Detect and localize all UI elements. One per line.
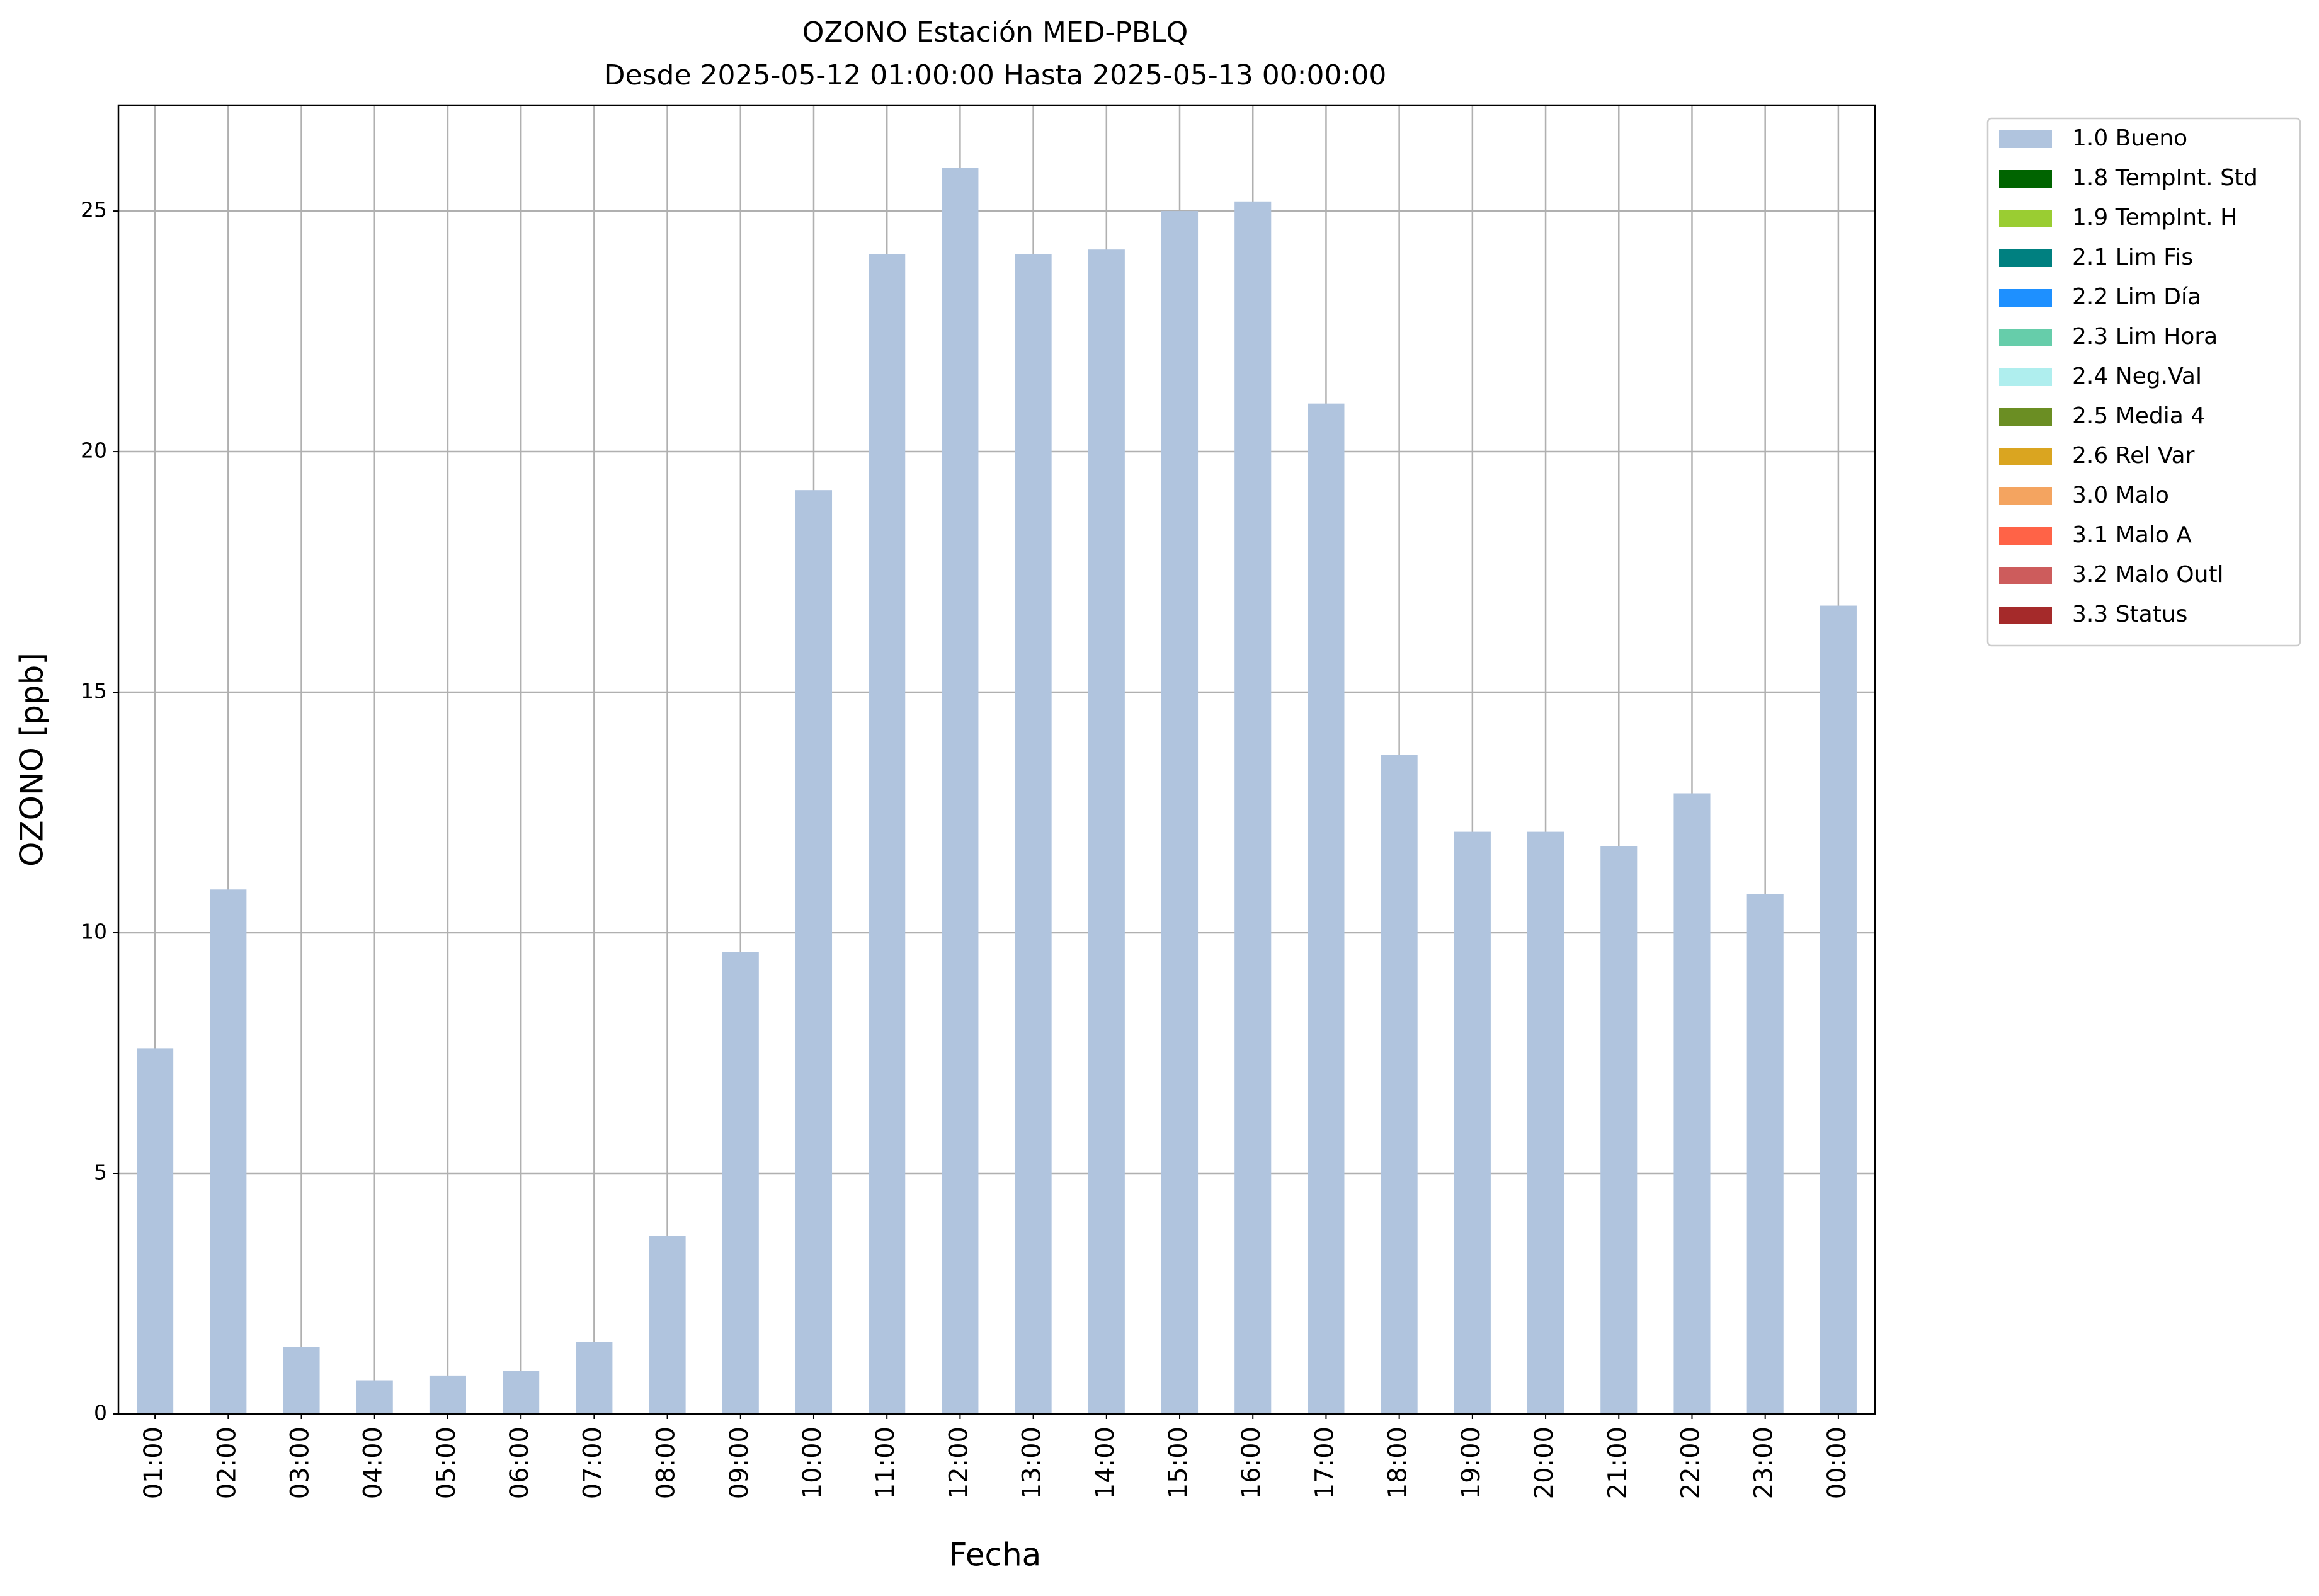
bar: [576, 1342, 613, 1414]
x-tick-label: 02:00: [212, 1427, 241, 1499]
legend-swatch: [1999, 249, 2052, 267]
legend-swatch: [1999, 567, 2052, 584]
bar: [795, 490, 833, 1414]
legend-label: 1.9 TempInt. H: [2072, 205, 2237, 231]
x-tick-label: 00:00: [1823, 1427, 1852, 1499]
bar: [1454, 831, 1491, 1414]
legend-label: 2.5 Media 4: [2072, 403, 2205, 429]
x-tick-label: 17:00: [1310, 1427, 1339, 1499]
legend-label: 2.6 Rel Var: [2072, 443, 2195, 469]
y-tick-label: 5: [94, 1160, 107, 1185]
bar: [1015, 254, 1052, 1415]
legend-swatch: [1999, 210, 2052, 227]
bar: [1746, 894, 1784, 1414]
x-tick-label: 05:00: [432, 1427, 461, 1499]
y-tick-label: 0: [94, 1401, 107, 1425]
bar: [503, 1371, 540, 1414]
y-axis-label: OZONO [ppb]: [14, 653, 50, 867]
legend-label: 3.3 Status: [2072, 601, 2187, 627]
bar: [1600, 846, 1638, 1414]
bar: [1234, 201, 1272, 1414]
legend-label: 1.0 Bueno: [2072, 125, 2187, 151]
bar: [1820, 605, 1857, 1414]
legend-swatch: [1999, 329, 2052, 346]
legend-swatch: [1999, 289, 2052, 307]
legend-swatch: [1999, 607, 2052, 624]
chart-title: OZONO Estación MED-PBLQ: [802, 16, 1188, 48]
bar: [649, 1236, 686, 1414]
bar: [137, 1048, 174, 1414]
bar: [1308, 403, 1345, 1414]
chart-subtitle: Desde 2025-05-12 01:00:00 Hasta 2025-05-…: [604, 59, 1387, 91]
x-tick-label: 20:00: [1530, 1427, 1559, 1499]
bar: [942, 168, 979, 1414]
y-tick-label: 25: [81, 198, 107, 222]
legend-swatch: [1999, 368, 2052, 386]
legend-swatch: [1999, 448, 2052, 465]
legend-label: 2.1 Lim Fis: [2072, 244, 2193, 270]
legend-swatch: [1999, 487, 2052, 505]
x-tick-label: 06:00: [505, 1427, 534, 1499]
x-tick-label: 13:00: [1018, 1427, 1047, 1499]
bar: [1088, 249, 1125, 1414]
x-tick-label: 08:00: [652, 1427, 681, 1499]
legend-swatch: [1999, 527, 2052, 545]
legend-swatch: [1999, 170, 2052, 188]
x-tick-label: 14:00: [1091, 1427, 1120, 1499]
legend-label: 3.0 Malo: [2072, 482, 2169, 508]
bar: [1527, 831, 1564, 1414]
legend-label: 1.8 TempInt. Std: [2072, 165, 2258, 191]
plot-frame: [117, 104, 1876, 1415]
legend-label: 2.2 Lim Día: [2072, 284, 2201, 310]
bar: [1673, 793, 1711, 1414]
x-tick-label: 23:00: [1750, 1427, 1779, 1499]
y-tick-label: 20: [81, 438, 107, 463]
bar: [722, 952, 759, 1414]
legend-label: 2.4 Neg.Val: [2072, 363, 2202, 389]
bar: [356, 1380, 393, 1414]
bar: [210, 889, 247, 1414]
x-tick-label: 16:00: [1237, 1427, 1266, 1499]
x-tick-label: 07:00: [578, 1427, 607, 1499]
x-tick-label: 03:00: [286, 1427, 315, 1499]
x-tick-label: 12:00: [944, 1427, 973, 1499]
legend-box: [1986, 117, 2301, 647]
x-tick-label: 22:00: [1676, 1427, 1705, 1499]
x-tick-label: 10:00: [798, 1427, 827, 1499]
bar: [429, 1375, 466, 1414]
x-tick-label: 19:00: [1457, 1427, 1486, 1499]
x-tick-label: 21:00: [1603, 1427, 1632, 1499]
x-tick-label: 11:00: [871, 1427, 900, 1499]
legend-swatch: [1999, 130, 2052, 148]
y-tick-label: 15: [81, 679, 107, 704]
bar: [1381, 755, 1418, 1414]
legend-label: 2.3 Lim Hora: [2072, 324, 2218, 350]
legend-swatch: [1999, 408, 2052, 426]
x-axis-label: Fecha: [949, 1537, 1042, 1573]
x-tick-label: 04:00: [359, 1427, 388, 1499]
y-tick-label: 10: [81, 920, 107, 944]
legend-label: 3.1 Malo A: [2072, 522, 2192, 548]
x-tick-label: 01:00: [139, 1427, 168, 1499]
bar: [869, 254, 906, 1415]
legend-label: 3.2 Malo Outl: [2072, 562, 2224, 588]
x-tick-label: 15:00: [1164, 1427, 1193, 1499]
bar: [283, 1347, 320, 1414]
x-tick-label: 09:00: [725, 1427, 754, 1499]
x-tick-label: 18:00: [1384, 1427, 1413, 1499]
bar: [1161, 211, 1199, 1415]
